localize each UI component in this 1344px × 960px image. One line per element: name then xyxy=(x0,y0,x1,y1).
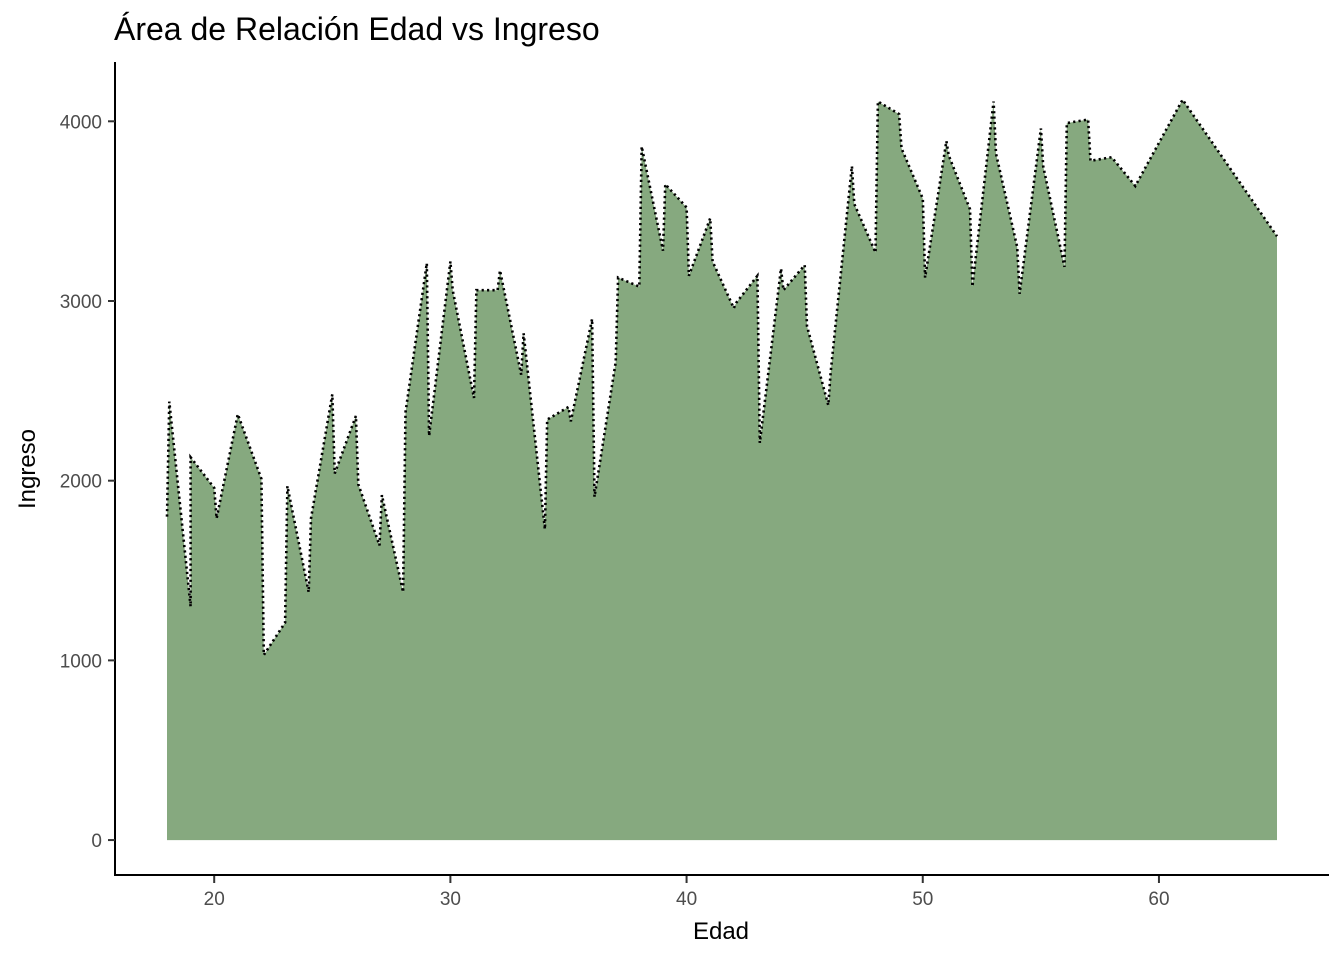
chart-title: Área de Relación Edad vs Ingreso xyxy=(114,11,600,47)
x-tick-label: 50 xyxy=(912,889,933,910)
y-tick-label: 0 xyxy=(91,831,102,852)
x-tick-label: 30 xyxy=(440,889,461,910)
area-outline xyxy=(165,97,1279,660)
x-tick-label: 20 xyxy=(204,889,225,910)
x-axis-ticks: 20 30 40 50 60 xyxy=(204,876,1170,910)
y-tick-label: 4000 xyxy=(60,112,102,133)
y-tick-label: 2000 xyxy=(60,472,102,493)
x-tick-label: 60 xyxy=(1148,889,1169,910)
area-fill xyxy=(167,99,1277,841)
x-tick-label: 40 xyxy=(676,889,697,910)
y-tick-label: 1000 xyxy=(60,651,102,672)
plot-area xyxy=(165,97,1279,841)
y-axis-title: Ingreso xyxy=(14,429,41,509)
y-tick-label: 3000 xyxy=(60,292,102,313)
x-axis-title: Edad xyxy=(693,918,749,945)
y-axis-ticks: 0 1000 2000 3000 4000 xyxy=(60,112,115,852)
